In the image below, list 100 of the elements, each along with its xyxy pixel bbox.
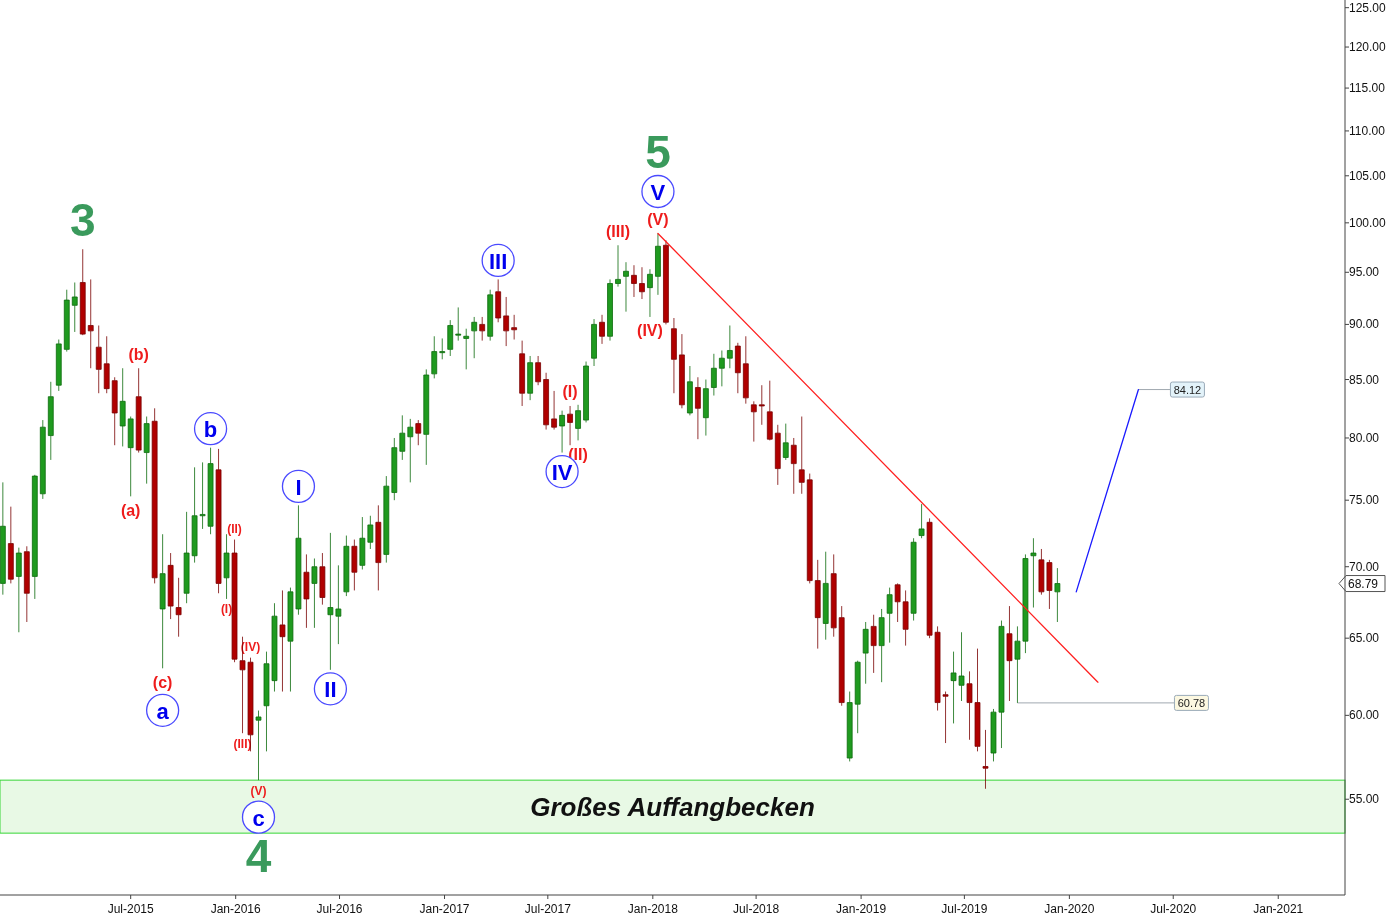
candlestick [750,400,757,442]
candlestick [319,552,326,606]
candlestick [607,279,613,342]
y-tick-label: 75.00 [1349,493,1380,508]
annotation: 3 [69,194,96,247]
candlestick [87,279,94,369]
x-tick-label: Jan-2019 [836,902,887,916]
candlestick [303,554,310,629]
candlestick [559,410,565,453]
candlestick [878,608,885,683]
x-tick-label: Jul-2019 [941,902,988,916]
candlestick [23,545,30,623]
candlestick [655,233,661,296]
candlestick [886,587,893,644]
annotation: (I) [220,602,233,617]
candlestick [423,368,430,466]
y-tick-label: 90.00 [1349,317,1380,332]
annotation: IV [551,460,573,486]
candlestick [39,419,46,500]
candlestick [279,590,286,692]
candlestick [119,367,126,447]
candlestick [399,414,406,461]
band-label: Großes Auffangbecken [530,791,815,822]
candlestick [671,317,677,394]
candlestick [742,335,749,405]
x-tick-label: Jul-2018 [733,902,780,916]
candlestick [383,475,390,563]
candlestick [375,504,382,591]
annotation: 60.78 [1177,696,1206,709]
candlestick [766,380,773,441]
candlestick [367,515,374,550]
candlestick [623,261,629,313]
candlestick [95,325,102,394]
candlestick [870,614,877,674]
annotation: (b) [128,345,149,363]
candlestick [726,325,733,369]
candlestick [567,405,573,446]
candlestick [1006,605,1013,702]
x-tick-label: Jul-2020 [1150,902,1197,916]
candlestick [830,554,837,638]
candlestick [343,535,350,597]
candlestick [135,367,142,453]
candlestick [447,319,454,357]
candlestick [503,296,510,347]
annotation: 5 [645,126,671,179]
candlestick [774,424,781,486]
y-tick-label: 120.00 [1349,40,1387,55]
candlestick [143,416,150,485]
candlestick [175,577,182,638]
y-tick-label: 60.00 [1349,708,1380,723]
candlestick [255,710,262,781]
annotation: (V) [250,783,267,798]
candlestick [1054,567,1061,623]
candlestick [223,533,230,600]
x-tick-label: Jan-2021 [1253,902,1304,916]
candlestick [79,248,86,336]
y-tick-label: 95.00 [1349,265,1380,280]
y-tick-label: 110.00 [1349,123,1386,138]
annotation: 4 [245,830,272,883]
candlestick [822,551,829,641]
x-tick-label: Jan-2018 [627,902,679,916]
candlestick [463,328,470,370]
x-tick-label: Jan-2020 [1044,902,1095,916]
x-tick-label: Jul-2017 [524,902,572,916]
candlestick [575,404,581,441]
y-tick-label: 85.00 [1349,372,1380,387]
candlestick [615,244,621,287]
annotation: (II) [227,522,242,537]
annotation: a [156,698,170,724]
candlestick [703,379,709,436]
annotation: III [489,248,508,274]
candlestick [351,539,358,591]
candlestick [527,355,533,401]
candlestick [1030,537,1037,608]
candlestick [479,316,486,342]
candlestick [215,448,222,594]
candlestick [71,282,78,333]
y-tick-label: 125.00 [1349,0,1387,15]
candlestick [391,437,398,501]
candlestick [311,558,318,629]
candlestick [806,473,813,584]
x-tick-label: Jul-2015 [107,902,155,916]
y-tick-label: 105.00 [1349,168,1387,183]
annotation: (a) [120,501,141,519]
candlestick [159,533,166,669]
candlestick [31,474,38,600]
candlestick [495,279,502,323]
candlestick [631,264,637,298]
candlestick [407,418,414,483]
annotation: I [295,474,302,500]
candlestick [790,437,797,495]
x-tick-label: Jan-2017 [419,902,470,916]
annotation: (III) [606,222,630,240]
annotation: (V) [647,210,669,228]
candlestick [455,307,462,342]
candlestick [918,503,925,539]
y-tick-label: 80.00 [1349,430,1380,445]
candlestick [591,318,597,367]
annotation: c [252,805,265,831]
candlestick [583,361,589,423]
